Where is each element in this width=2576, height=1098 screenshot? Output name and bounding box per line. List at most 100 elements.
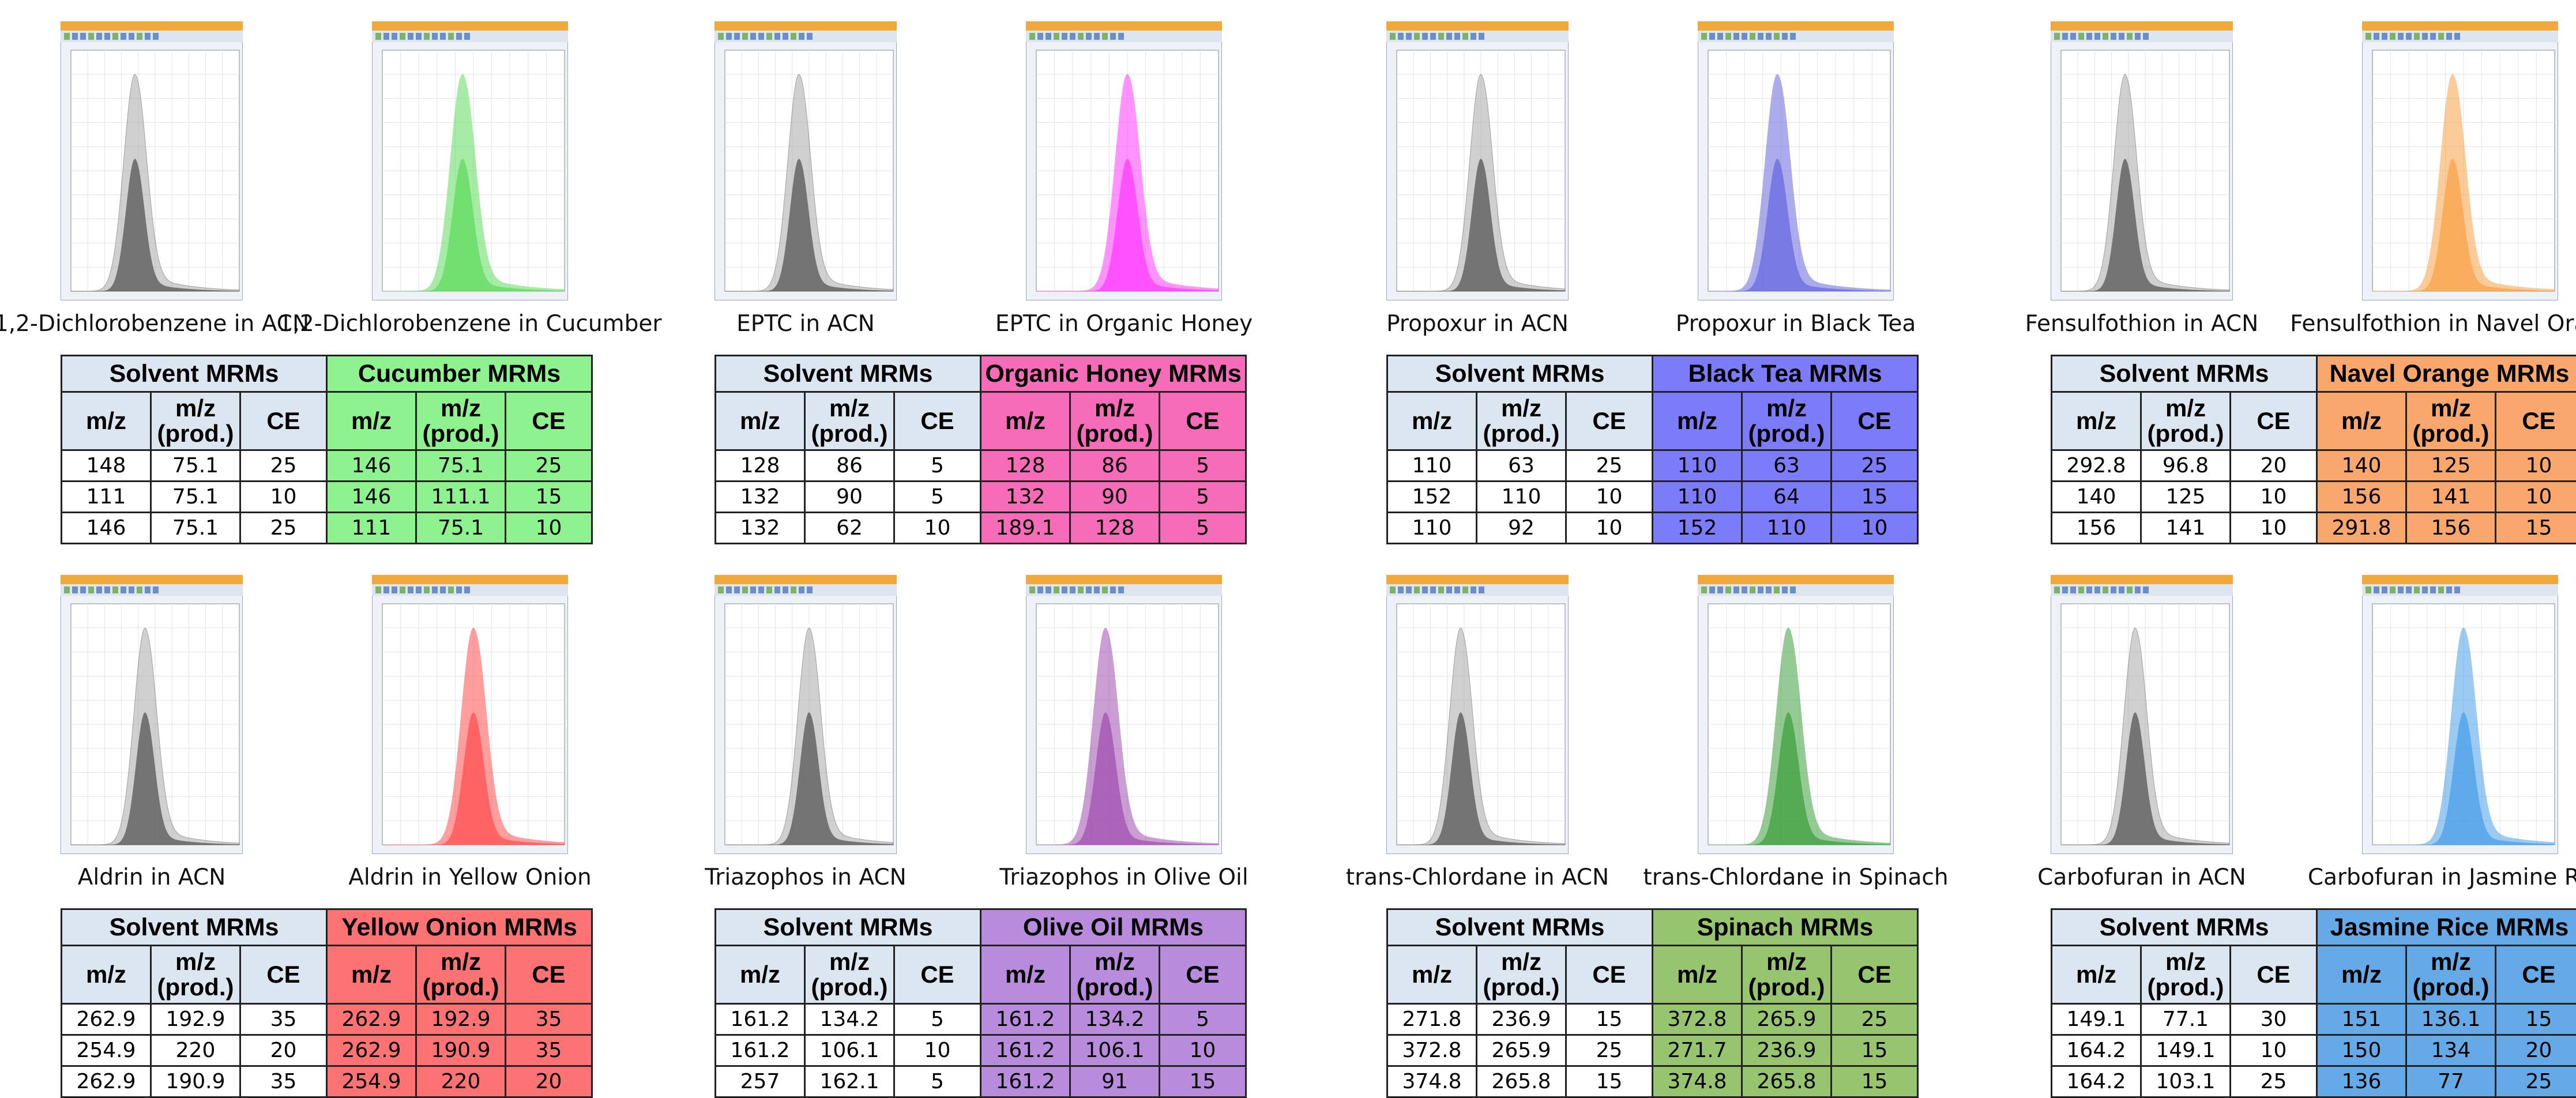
chromatogram-thumbnail	[372, 21, 568, 300]
cell: 161.2	[716, 1035, 805, 1066]
title-bar	[2051, 575, 2233, 584]
toolbar-icon	[1037, 33, 1043, 40]
cell: 96.8	[2141, 450, 2231, 482]
toolbar-icon	[1390, 33, 1396, 40]
cell: 162.1	[805, 1066, 894, 1097]
column-header: CE	[506, 392, 592, 450]
cell: 265.9	[1742, 1004, 1832, 1035]
toolbar-icon	[1717, 586, 1723, 593]
cell: 265.8	[1477, 1066, 1566, 1097]
column-header: m/z	[2317, 392, 2406, 450]
cell: 5	[1160, 1004, 1246, 1035]
cell: 86	[805, 450, 894, 482]
cell: 20	[240, 1035, 327, 1066]
toolbar-icon	[1750, 586, 1755, 593]
toolbar-icon	[383, 586, 389, 593]
title-bar	[61, 575, 243, 584]
column-header: m/z	[1653, 392, 1742, 450]
title-bar	[1698, 575, 1894, 584]
toolbar-icon	[1406, 586, 1412, 593]
toolbar-icon	[1471, 33, 1476, 40]
cell: 10	[2231, 482, 2317, 513]
toolbar-icon	[1102, 33, 1108, 40]
caption: trans-Chlordane in Spinach	[1643, 864, 1948, 890]
cell: 291.8	[2317, 513, 2406, 544]
toolbar-icon	[1110, 33, 1116, 40]
matrix-header: Olive Oil MRMs	[981, 909, 1246, 946]
toolbar-icon	[1118, 33, 1124, 40]
cell: 110	[1653, 482, 1742, 513]
toolbar-icon	[783, 586, 788, 593]
toolbar-icon	[2103, 586, 2108, 593]
toolbar-icon	[1422, 586, 1428, 593]
cell: 35	[240, 1066, 327, 1097]
cell: 110	[1387, 450, 1477, 482]
toolbar-icon	[1725, 586, 1731, 593]
toolbar-icon	[1094, 33, 1100, 40]
toolbar-icon	[96, 586, 102, 593]
cell: 125	[2406, 450, 2496, 482]
chromatogram-thumbnail	[714, 21, 897, 300]
toolbar-icon	[1479, 586, 1484, 593]
toolbar-icon	[750, 586, 756, 593]
cell: 35	[240, 1004, 327, 1035]
toolbar-icon	[1086, 33, 1092, 40]
column-header: CE	[1566, 946, 1653, 1004]
chromatogram-thumbnail	[2362, 21, 2558, 300]
cell: 262.9	[62, 1066, 151, 1097]
toolbar-icon	[1414, 586, 1420, 593]
toolbar-icon	[1725, 33, 1731, 40]
toolbar-icon	[726, 33, 732, 40]
toolbar-icon	[80, 586, 86, 593]
cell: 156	[2052, 513, 2141, 544]
toolbar-icon	[2119, 33, 2124, 40]
cell: 25	[2496, 1066, 2576, 1097]
chromatogram-thumbnail	[61, 21, 243, 300]
column-header: m/z (prod.)	[1070, 392, 1160, 450]
chromatogram-thumbnail	[2362, 575, 2558, 854]
cell: 146	[327, 482, 416, 513]
column-header: m/z (prod.)	[2141, 946, 2231, 1004]
column-header: m/z	[716, 946, 805, 1004]
cell: 15	[1160, 1066, 1246, 1097]
cell: 190.9	[151, 1066, 240, 1097]
column-header: CE	[894, 946, 981, 1004]
toolbar-icon	[424, 586, 430, 593]
toolbar-icon	[774, 33, 780, 40]
toolbar-icon	[742, 586, 748, 593]
toolbar-icon	[80, 33, 86, 40]
toolbar-icon	[432, 33, 438, 40]
toolbar-icon	[1078, 33, 1084, 40]
cell: 75.1	[151, 450, 240, 482]
toolbar-icon	[64, 33, 70, 40]
toolbar-icon	[448, 586, 454, 593]
cell: 5	[894, 450, 981, 482]
toolbar-icon	[2382, 33, 2387, 40]
column-header: m/z	[981, 946, 1070, 1004]
cell: 141	[2141, 513, 2231, 544]
toolbar-icon	[2422, 586, 2428, 593]
cell: 10	[506, 513, 592, 544]
toolbar-icon	[375, 586, 381, 593]
toolbar-icon	[1430, 586, 1436, 593]
cell: 15	[1832, 1035, 1918, 1066]
toolbar-icon	[1766, 586, 1772, 593]
toolbar-icon	[2143, 33, 2149, 40]
toolbar-icon	[121, 586, 126, 593]
toolbar-icon	[400, 33, 405, 40]
cell: 75.1	[151, 482, 240, 513]
column-header: m/z	[327, 392, 416, 450]
cell: 161.2	[981, 1066, 1070, 1097]
column-header: CE	[1832, 946, 1918, 1004]
toolbar-icon	[448, 33, 454, 40]
solvent-header: Solvent MRMs	[716, 356, 981, 392]
cell: 91	[1070, 1066, 1160, 1097]
toolbar-icon	[2135, 586, 2141, 593]
toolbar-icon	[1766, 33, 1772, 40]
toolbar	[714, 31, 897, 42]
